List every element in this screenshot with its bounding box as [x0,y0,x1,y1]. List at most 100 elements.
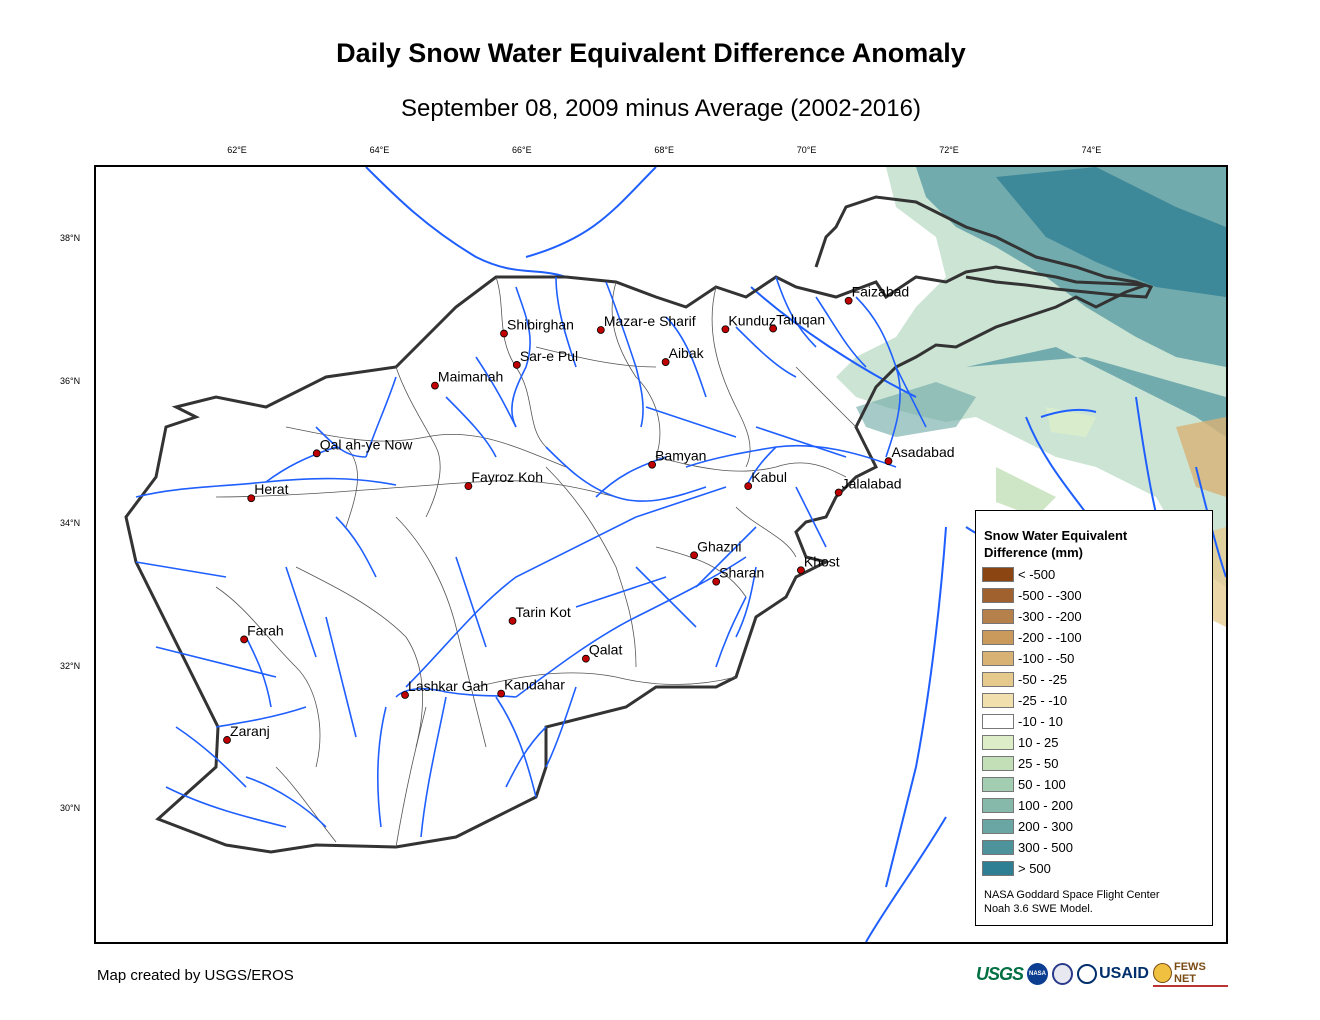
city-dot [744,482,753,491]
city-marker[interactable]: Khost [797,553,840,575]
district-boundaries [215,276,857,848]
map-subtitle: September 08, 2009 minus Average (2002-2… [401,95,921,122]
city-label: Sharan [719,565,764,581]
city-dot [464,482,473,491]
map-title: Daily Snow Water Equivalent Difference A… [336,38,966,68]
city-dot [884,457,893,466]
city-marker[interactable]: Kabul [744,469,787,491]
city-marker[interactable]: Qal ah-ye Now [312,436,413,458]
legend-item: 100 - 200 [982,797,1073,814]
city-label: Aibak [669,345,705,361]
city-dot [431,381,439,390]
map-canvas: Shibirghan Mazar-e Sharif Kunduz Taluqan Fai… [124,167,1226,942]
legend-item: 10 - 25 [982,734,1058,751]
city-marker[interactable]: Lashkar Gah [401,678,489,699]
city-dot [712,577,721,586]
legend-swatch [982,567,1014,582]
city-dot [797,566,805,575]
city-marker[interactable]: Kunduz [721,312,776,334]
legend-label: -10 - 10 [1018,714,1063,729]
city-marker[interactable]: Tarin Kot [508,604,571,625]
city-dot [223,736,231,744]
city-dot [596,326,605,334]
city-dot [844,296,853,305]
city-dot [581,654,590,663]
city-marker[interactable]: Herat [247,481,289,503]
nasa-logo: NASA [1027,963,1048,985]
city-marker[interactable]: Zaranj [223,723,270,744]
lon-tick-label: 68°E [654,145,674,155]
city-label: Taluqan [776,312,825,328]
city-marker[interactable]: Faizabad [844,284,909,305]
snow-anomaly-shading [836,167,1226,627]
city-dot [690,551,699,560]
city-marker[interactable]: Mazar-e Sharif [596,313,696,334]
legend-item: < -500 [982,566,1055,583]
city-label: Maimanah [438,369,503,385]
city-marker[interactable]: Sar-e Pul [512,348,578,369]
legend-item: -10 - 10 [982,713,1063,730]
city-marker[interactable]: Farah [240,622,284,644]
legend-swatch [982,756,1014,771]
city-marker[interactable]: Bamyan [648,448,707,469]
city-marker[interactable]: Sharan [712,565,765,586]
city-label: Mazar-e Sharif [604,313,696,329]
city-marker[interactable]: Ghazni [690,538,742,560]
legend-swatch [982,798,1014,813]
city-marker[interactable]: Asadabad [884,444,955,466]
city-marker[interactable]: Taluqan [769,312,826,333]
legend-credit: NASA Goddard Space Flight Center Noah 3.… [984,889,1160,915]
fews-net-icon [1152,963,1172,983]
legend-label: -50 - -25 [1018,672,1068,687]
legend: Snow Water Equivalent Difference (mm) < … [975,510,1213,926]
legend-label: > 500 [1018,861,1051,876]
city-label: Shibirghan [507,317,574,333]
city-dot [312,449,321,458]
legend-label: -300 - -200 [1018,609,1082,624]
city-label: Lashkar Gah [408,678,488,694]
map-frame[interactable]: Shibirghan Mazar-e Sharif Kunduz Taluqan Fai… [94,165,1228,944]
city-dot [497,689,506,698]
city-marker[interactable]: Fayroz Koh [464,469,543,491]
legend-item: -300 - -200 [982,608,1082,625]
legend-label: < -500 [1018,567,1056,582]
city-marker[interactable]: Kandahar [497,677,566,698]
lat-tick-label: 34°N [60,518,81,529]
legend-label: -500 - -300 [1018,588,1082,603]
legend-title: Snow Water Equivalent Difference (mm) [984,528,1128,560]
city-label: Kandahar [504,677,565,693]
city-layer: Shibirghan Mazar-e Sharif Kunduz Taluqan Fai… [223,284,955,744]
wakhan-boundary [814,195,1154,299]
legend-label: 300 - 500 [1018,840,1073,855]
legend-item: -200 - -100 [982,629,1082,646]
lat-tick-label: 30°N [60,803,81,814]
city-dot [648,460,656,469]
usaid-logo: USAID [1077,964,1149,984]
city-marker[interactable]: Qalat [581,642,622,663]
city-marker[interactable]: Aibak [661,345,705,366]
city-dot [500,329,508,338]
city-dot [834,488,843,497]
legend-swatch [982,588,1014,603]
noaa-seal-icon [1051,963,1074,985]
city-marker[interactable]: Shibirghan [500,317,574,338]
legend-swatch [982,693,1014,708]
city-label: Zaranj [230,723,270,739]
city-dot [661,358,670,366]
city-label: Fayroz Koh [471,469,543,485]
legend-label: 10 - 25 [1018,735,1059,750]
city-label: Kabul [751,469,787,485]
legend-swatch [982,840,1014,855]
legend-swatch [982,630,1014,645]
fews-net-logo: FEWS NET [1152,961,1228,987]
city-marker[interactable]: Jalalabad [834,476,902,497]
usgs-logo: USGS [976,963,1024,984]
city-dot [401,691,409,699]
city-dot [769,324,778,333]
city-label: Qal ah-ye Now [320,436,413,452]
lat-tick-label: 36°N [60,375,81,386]
city-label: Farah [247,622,284,638]
city-label: Jalalabad [842,476,902,492]
city-marker[interactable]: Maimanah [431,369,503,390]
rivers [135,276,927,838]
